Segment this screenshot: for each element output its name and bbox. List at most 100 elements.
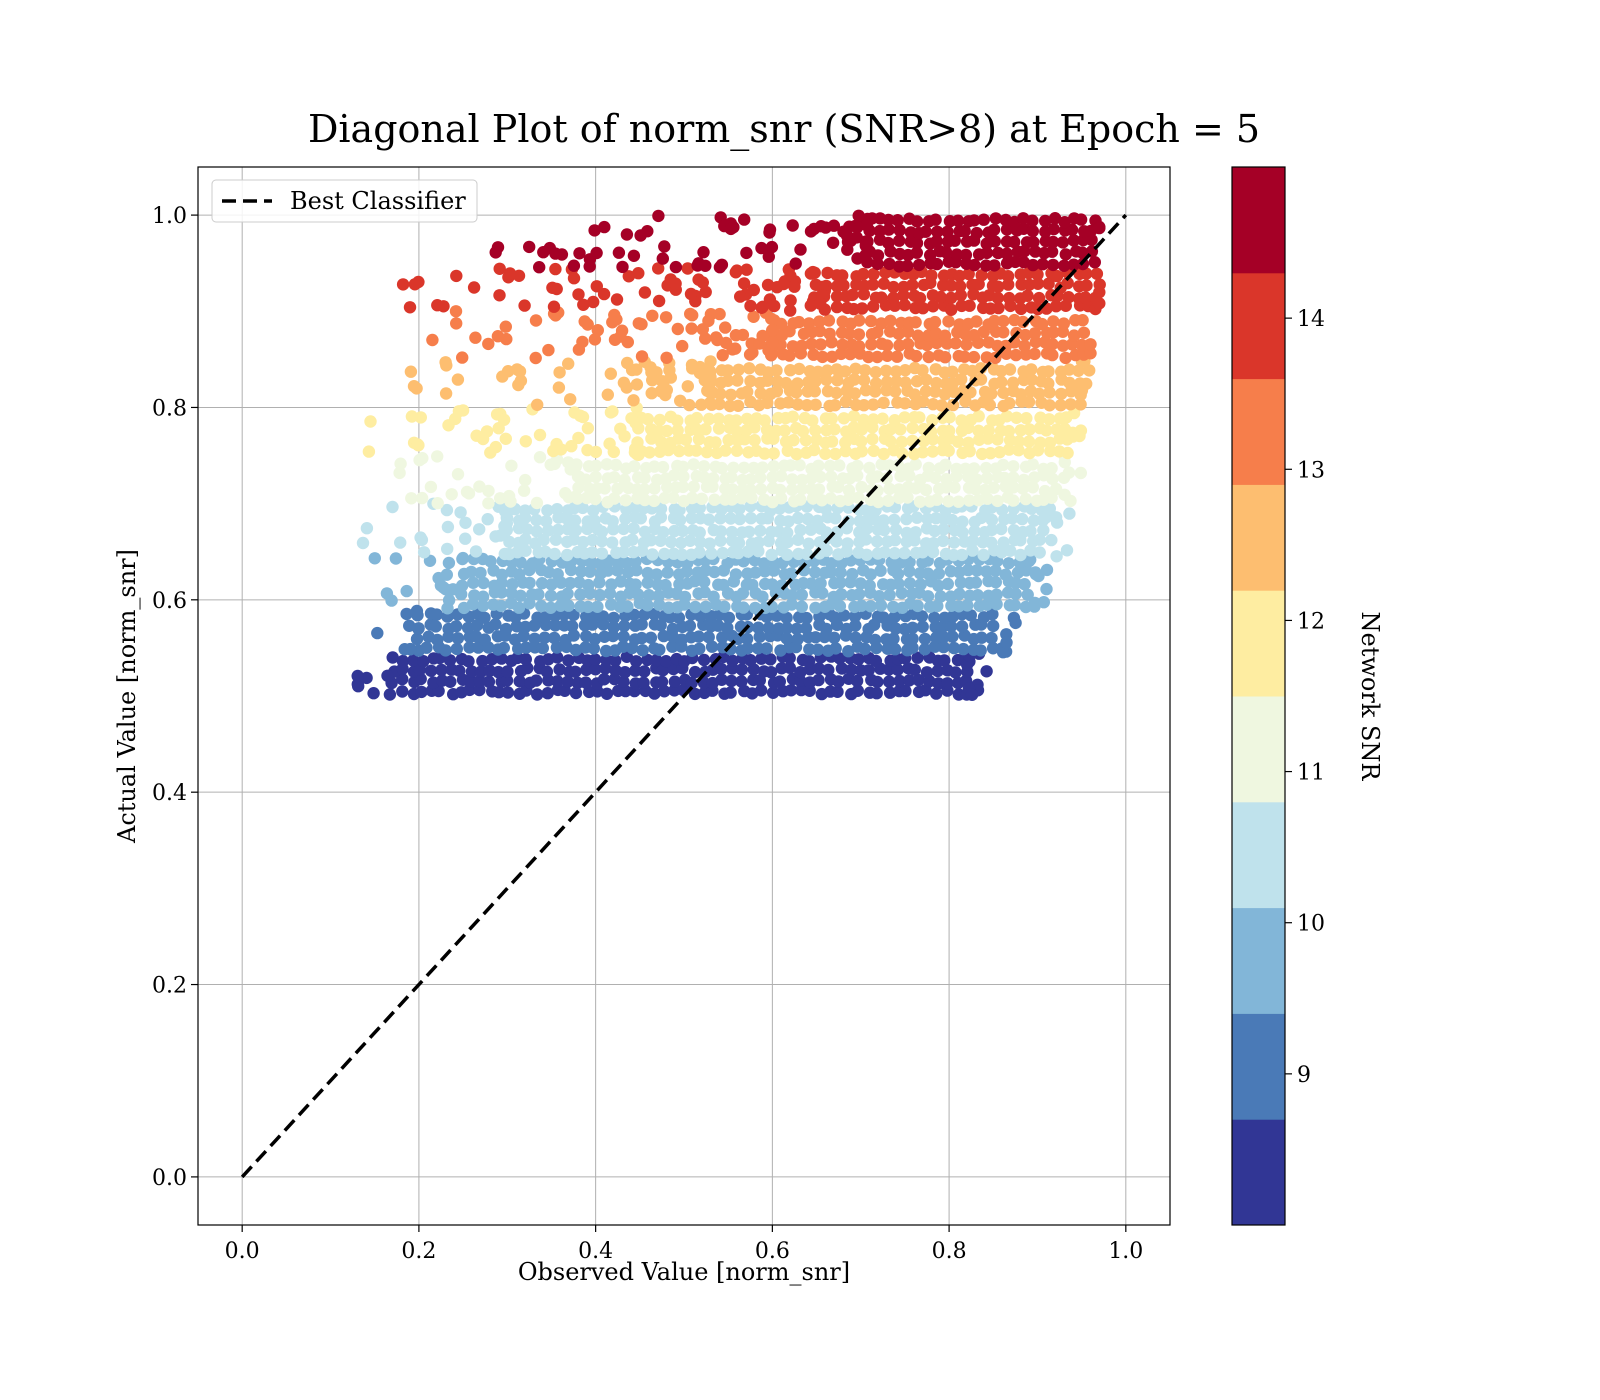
colorbar-segment — [1232, 801, 1285, 909]
data-point — [635, 618, 648, 631]
data-point — [497, 413, 511, 426]
data-point — [929, 213, 942, 226]
data-point — [482, 484, 495, 498]
data-point — [823, 459, 837, 473]
data-point — [744, 374, 757, 388]
data-point — [671, 424, 684, 437]
data-point — [616, 260, 629, 274]
data-point — [600, 653, 613, 667]
data-point — [805, 337, 818, 351]
data-point — [883, 482, 896, 496]
data-point — [1027, 236, 1040, 249]
data-point — [841, 537, 854, 550]
data-point — [690, 411, 704, 425]
data-point — [493, 289, 506, 302]
data-point — [972, 410, 985, 423]
data-point — [912, 673, 925, 687]
data-point — [1042, 277, 1055, 290]
data-point — [1035, 317, 1049, 331]
data-point — [825, 557, 838, 570]
data-point — [530, 674, 543, 687]
data-point — [955, 414, 968, 427]
data-point — [790, 447, 803, 461]
data-point — [426, 333, 439, 347]
data-point — [1014, 548, 1027, 562]
data-point — [1024, 524, 1037, 538]
data-point — [945, 303, 958, 316]
data-point — [1046, 258, 1060, 272]
data-point — [1029, 566, 1042, 579]
data-point — [714, 534, 727, 547]
data-point — [699, 332, 712, 345]
data-point — [996, 503, 1009, 517]
colorbar-segment — [1232, 167, 1285, 274]
data-point — [991, 280, 1005, 293]
data-point — [731, 374, 744, 387]
data-point — [832, 675, 845, 688]
data-point — [920, 666, 934, 679]
data-point — [786, 219, 799, 232]
data-point — [770, 364, 783, 377]
band-8.7-9.4 — [371, 604, 1022, 659]
data-point — [671, 414, 684, 427]
data-point — [581, 600, 595, 614]
data-point — [1046, 337, 1059, 351]
data-point — [587, 504, 600, 517]
data-point — [909, 316, 922, 329]
data-point — [697, 460, 711, 473]
data-point — [589, 663, 602, 676]
data-point — [866, 432, 879, 446]
data-point — [1037, 524, 1050, 537]
data-point — [618, 666, 632, 679]
data-point — [857, 267, 870, 281]
data-point — [565, 619, 579, 633]
data-point — [1073, 429, 1086, 443]
data-point — [552, 381, 566, 394]
data-point — [1079, 291, 1092, 304]
data-point — [1017, 473, 1030, 487]
data-point — [1010, 411, 1023, 424]
data-point — [440, 568, 453, 581]
data-point — [802, 317, 816, 330]
data-point — [1047, 315, 1060, 328]
data-point — [586, 533, 599, 547]
data-point — [608, 333, 622, 346]
data-point — [984, 447, 997, 460]
colorbar-tick-label: 11 — [1297, 761, 1325, 786]
data-point — [877, 611, 890, 624]
data-point — [638, 608, 651, 621]
data-point — [666, 640, 679, 653]
data-point — [1026, 458, 1039, 471]
data-point — [740, 632, 754, 646]
data-point — [786, 340, 800, 353]
data-point — [687, 480, 700, 493]
data-point — [503, 267, 517, 280]
data-point — [604, 406, 618, 419]
data-point — [647, 494, 661, 508]
data-point — [906, 278, 919, 292]
data-point — [1047, 326, 1060, 339]
data-point — [1003, 363, 1017, 376]
data-point — [848, 610, 862, 623]
data-point — [947, 641, 961, 655]
data-point — [600, 458, 613, 471]
data-point — [770, 385, 784, 398]
data-point — [921, 567, 935, 580]
data-point — [860, 548, 873, 561]
data-point — [645, 366, 658, 379]
data-point — [608, 471, 621, 484]
colorbar-tick-label: 9 — [1297, 1063, 1311, 1088]
data-point — [697, 653, 711, 667]
data-point — [519, 533, 532, 546]
data-point — [1050, 269, 1064, 283]
data-point — [773, 675, 786, 688]
data-point — [601, 388, 614, 401]
data-point — [1058, 216, 1071, 229]
data-point — [949, 666, 962, 679]
data-point — [980, 471, 994, 485]
data-point — [860, 219, 873, 232]
data-point — [967, 214, 981, 227]
data-point — [921, 590, 935, 603]
data-point — [705, 640, 719, 653]
data-point — [588, 632, 602, 646]
